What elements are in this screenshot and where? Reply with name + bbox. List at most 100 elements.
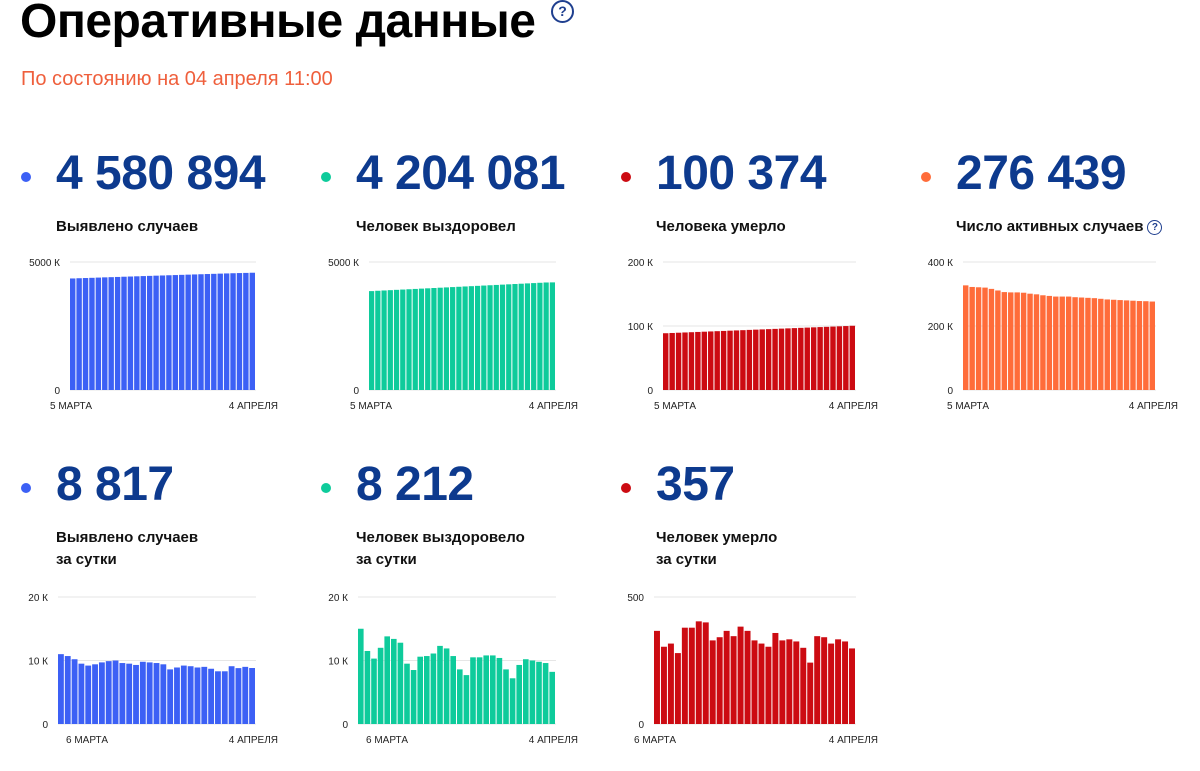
bar <box>523 659 529 724</box>
y-tick-label: 20 К <box>28 593 48 604</box>
bar <box>127 276 134 390</box>
bar <box>134 276 140 390</box>
bar <box>730 636 737 724</box>
bar <box>358 628 364 724</box>
bar <box>70 278 76 390</box>
bar <box>1053 296 1059 390</box>
x-tick-label-end: 4 АПРЕЛЯ <box>229 735 278 746</box>
bar <box>140 276 146 390</box>
stat-label-line1: Человека умерло <box>656 218 786 235</box>
bar <box>1130 300 1136 390</box>
x-tick-label-start: 6 МАРТА <box>366 735 408 746</box>
stat-label-line1: Человек выздоровело <box>356 529 525 546</box>
bar <box>499 284 506 390</box>
bar <box>669 332 675 390</box>
stat-label-line1: Выявлено случаев <box>56 218 199 235</box>
bar <box>842 641 849 724</box>
bar <box>384 636 390 724</box>
stat-value: 276 439 <box>956 147 1127 200</box>
bar <box>663 333 669 390</box>
bar <box>542 663 549 724</box>
bar <box>211 273 217 390</box>
stat-label-line2: за сутки <box>56 551 117 568</box>
bar <box>531 283 537 390</box>
bar <box>537 282 543 390</box>
help-icon[interactable]: ? <box>551 0 574 23</box>
bar <box>817 327 823 390</box>
bar <box>836 326 843 390</box>
bar <box>810 327 817 390</box>
bar <box>64 656 71 724</box>
y-tick-label: 100 К <box>628 322 653 333</box>
y-tick-label: 0 <box>342 720 348 731</box>
bar <box>249 272 255 390</box>
bar <box>765 646 772 724</box>
bar <box>1065 296 1072 390</box>
bar <box>221 671 228 724</box>
bar <box>456 286 462 390</box>
bar <box>490 655 496 724</box>
legend-dot <box>21 483 31 493</box>
bar <box>180 665 187 724</box>
y-tick-label: 200 К <box>628 258 653 269</box>
help-icon[interactable]: ? <box>1147 220 1163 235</box>
bar <box>1001 292 1008 390</box>
bar <box>753 329 759 390</box>
bar <box>377 647 384 724</box>
bar <box>236 273 243 390</box>
bar <box>660 646 667 724</box>
y-tick-label: 500 <box>627 593 644 604</box>
bar <box>1149 301 1155 390</box>
bar <box>772 632 779 724</box>
bar <box>1059 296 1065 390</box>
bar <box>375 290 381 390</box>
stat-label-line2: за сутки <box>656 551 717 568</box>
bar <box>793 641 800 724</box>
bar <box>98 662 105 724</box>
bar <box>391 638 397 724</box>
bar <box>667 643 674 724</box>
bar <box>695 331 701 390</box>
bar <box>737 626 744 724</box>
bar <box>223 273 230 390</box>
bar <box>733 330 740 390</box>
bar <box>512 284 518 390</box>
stat-label: Человека умерло <box>656 216 786 238</box>
bar <box>1091 298 1098 390</box>
bar <box>982 287 988 390</box>
y-tick-label: 0 <box>54 386 60 397</box>
bar <box>828 643 835 724</box>
bar <box>102 277 108 390</box>
bar <box>198 274 204 390</box>
bar <box>437 287 443 390</box>
bar <box>191 274 198 390</box>
bar <box>744 630 751 724</box>
bar <box>78 663 85 724</box>
bar <box>417 656 423 724</box>
bar <box>823 326 830 390</box>
bar <box>400 289 406 390</box>
y-tick-label: 10 К <box>328 657 348 668</box>
bar <box>139 661 146 724</box>
bar <box>995 290 1001 390</box>
bar <box>746 329 753 390</box>
bar <box>1046 295 1053 390</box>
status-date: По состоянию на 04 апреля 11:00 <box>21 68 333 90</box>
bar <box>437 645 443 724</box>
legend-dot <box>321 483 331 493</box>
bar <box>675 332 682 390</box>
stat-label-line1: Выявлено случаев <box>56 529 199 546</box>
bar <box>230 273 236 390</box>
bar <box>243 272 249 390</box>
stat-label-line1: Число активных случаев <box>956 218 1144 235</box>
bar <box>483 655 489 724</box>
bar <box>487 285 493 390</box>
y-tick-label: 5000 К <box>328 258 359 269</box>
bar <box>1033 294 1040 390</box>
bar <box>529 660 536 724</box>
bar <box>85 665 92 724</box>
y-tick-label: 0 <box>638 720 644 731</box>
